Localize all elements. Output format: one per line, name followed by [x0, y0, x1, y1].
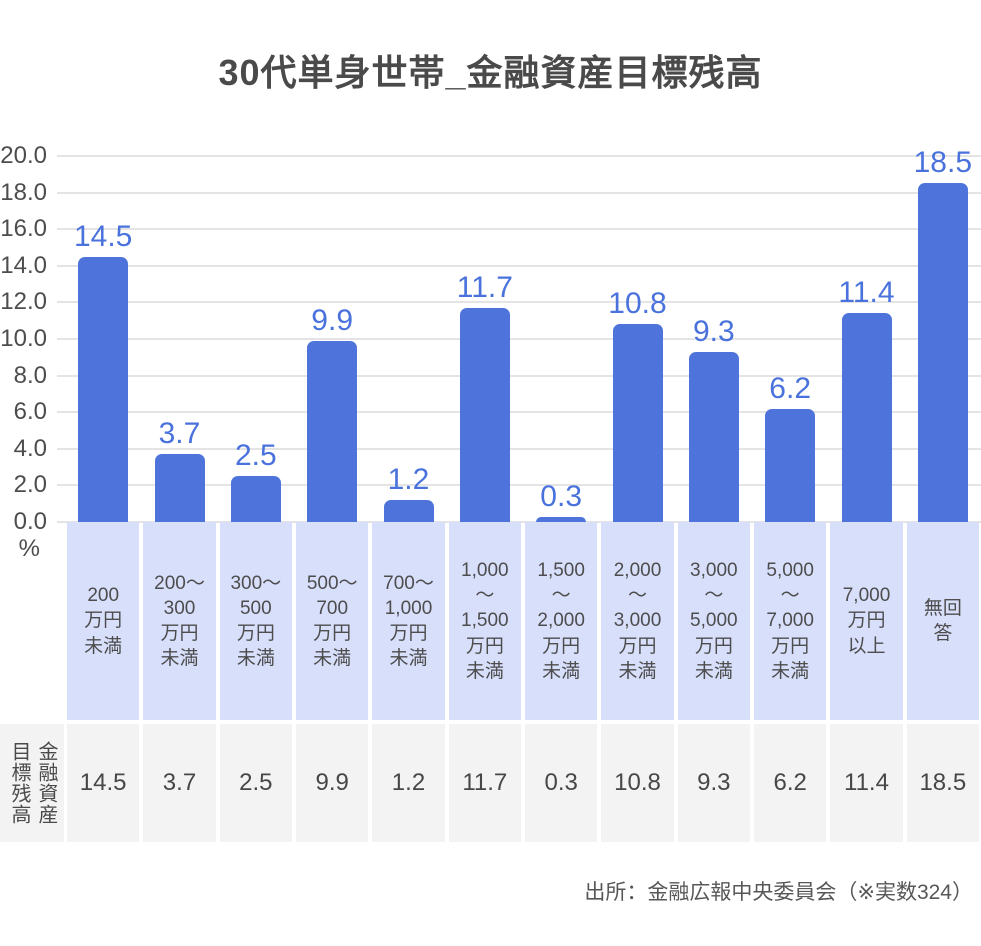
gridline	[57, 411, 981, 414]
bar	[307, 340, 358, 522]
gridline	[57, 264, 981, 267]
category-cell: 1,500 〜 2,000 万円 未満	[525, 522, 598, 720]
category-cell: 200 万円 未満	[67, 522, 140, 720]
bar	[688, 351, 739, 522]
y-tick-label: 20.0	[0, 142, 47, 169]
category-cell: 3,000 〜 5,000 万円 未満	[677, 522, 750, 720]
category-cell: 5,000 〜 7,000 万円 未満	[754, 522, 827, 720]
page-title: 30代単身世帯_金融資産目標残高	[218, 52, 763, 93]
category-cell: 7,000 万円 以上	[830, 522, 903, 720]
category-cell: 500〜 700 万円 未満	[296, 522, 369, 720]
gridline	[57, 191, 981, 194]
table-value-cell: 11.7	[448, 724, 521, 842]
table-value-cell: 2.5	[219, 724, 292, 842]
gridline	[57, 228, 981, 231]
gridline	[57, 301, 981, 304]
gridline	[57, 447, 981, 450]
bar-value-label: 11.4	[838, 276, 895, 310]
bar-value-label: 0.3	[540, 479, 583, 513]
bar	[536, 516, 587, 522]
bar	[841, 313, 892, 522]
table-value-cell: 18.5	[906, 724, 979, 842]
y-tick-label: 6.0	[13, 398, 47, 426]
bar	[230, 476, 281, 522]
table-value-cell: 1.2	[372, 724, 445, 842]
gridline	[57, 338, 981, 340]
bar	[459, 307, 510, 522]
category-cell: 1,000 〜 1,500 万円 未満	[448, 522, 521, 720]
bar	[383, 500, 434, 522]
category-cell: 2,000 〜 3,000 万円 未満	[601, 522, 674, 720]
y-tick-label: 4.0	[13, 434, 47, 462]
bar-value-label: 11.7	[456, 270, 513, 304]
bar-value-label: 6.2	[769, 371, 812, 405]
y-tick-label: 14.0	[0, 251, 47, 279]
bar-value-label: 2.5	[234, 439, 277, 473]
gridline	[57, 374, 981, 377]
y-tick-label: 8.0	[13, 361, 47, 389]
table-header-cell: 金融資産 目標残高	[0, 724, 64, 842]
table-value-cell: 11.4	[830, 724, 903, 842]
source-note: 出所：金融広報中央委員会（※実数324）	[584, 881, 973, 904]
bar-value-label: 9.9	[311, 303, 354, 337]
gridline	[57, 155, 981, 157]
table-value-cell: 14.5	[67, 724, 140, 842]
bar-value-label: 3.7	[158, 417, 201, 451]
bar-value-label: 9.3	[692, 314, 735, 348]
bar	[765, 408, 816, 522]
y-tick-label: 18.0	[0, 178, 47, 206]
category-cell: 200〜 300 万円 未満	[143, 522, 216, 720]
table-value-cell: 6.2	[754, 724, 827, 842]
y-tick-label: 0.0	[13, 508, 47, 535]
table-value-cell: 10.8	[601, 724, 674, 842]
y-axis-unit-label: %	[18, 535, 40, 562]
y-tick-label: 10.0	[0, 325, 47, 352]
bar	[154, 454, 205, 522]
bar-value-label: 14.5	[73, 219, 133, 253]
y-tick-label: 2.0	[13, 471, 47, 499]
y-tick-label: 16.0	[0, 215, 47, 243]
bar-value-label: 1.2	[387, 463, 430, 497]
bar	[917, 183, 968, 522]
table-value-cell: 3.7	[143, 724, 216, 842]
category-cell: 700〜 1,000 万円 未満	[372, 522, 445, 720]
table-value-cell: 9.9	[296, 724, 369, 842]
bar-value-label: 18.5	[913, 146, 973, 180]
bar-value-label: 10.8	[608, 287, 667, 321]
category-cell: 300〜 500 万円 未満	[219, 522, 292, 720]
table-value-cell: 9.3	[677, 724, 750, 842]
y-tick-label: 12.0	[0, 288, 47, 316]
table-header-label: 金融資産 目標残高	[8, 741, 57, 825]
gridline	[57, 484, 981, 487]
bar	[78, 256, 129, 522]
bar	[612, 324, 663, 522]
category-cell: 無回 答	[906, 522, 979, 720]
table-value-cell: 0.3	[525, 724, 598, 842]
